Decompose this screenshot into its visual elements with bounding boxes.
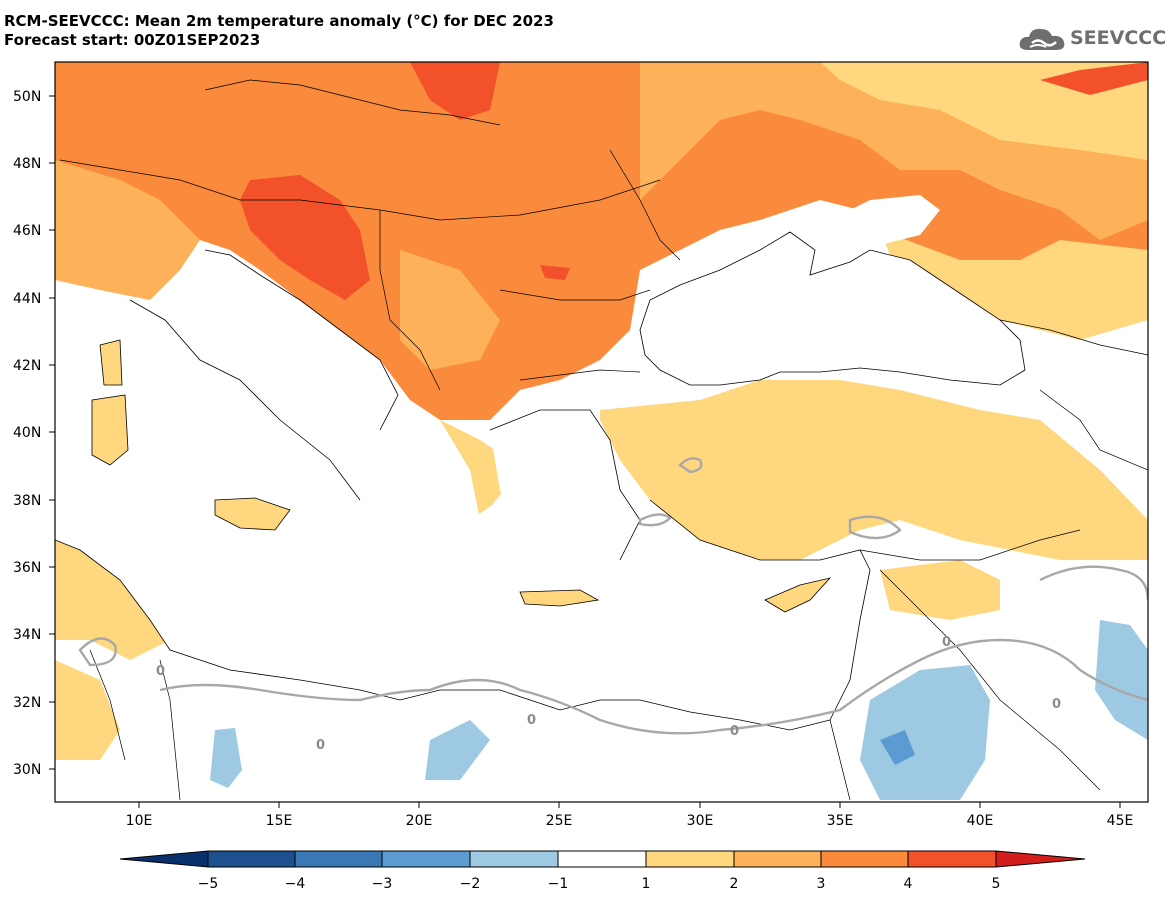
lat-label: 50N [13, 89, 41, 105]
forecast-start-label: Forecast start: 00Z01SEP2023 [4, 31, 261, 49]
sea-of-azov [830, 195, 940, 250]
anomaly-field-4to5 [240, 62, 1148, 300]
contour-label: 0 [316, 738, 325, 753]
colorbar-label: 2 [730, 876, 739, 892]
lat-label: 36N [13, 560, 41, 576]
colorbar-label: 4 [904, 876, 913, 892]
colorbar-labels: −5 −4 −3 −2 −1 1 2 3 4 5 [198, 876, 1001, 892]
coastlines [55, 231, 1026, 731]
longitude-axis: 10E 15E 20E 25E 30E 35E 40E 45E [126, 802, 1134, 829]
colorbar-label: 5 [992, 876, 1001, 892]
colorbar-segment [294, 850, 383, 868]
lon-label: 40E [967, 813, 994, 829]
colorbar-label: −5 [198, 876, 219, 892]
anomaly-field-3to4 [55, 62, 1148, 420]
colorbar [119, 850, 1086, 868]
lat-label: 32N [13, 695, 41, 711]
anomaly-field-1to2 [55, 62, 1148, 760]
latitude-axis: 30N 32N 34N 36N 38N 40N 42N 44N 46N 48N … [13, 89, 55, 778]
lat-label: 34N [13, 627, 41, 643]
corsica [100, 340, 122, 385]
colorbar-segment [907, 850, 997, 868]
colorbar-label: 1 [642, 876, 651, 892]
colorbar-segment [733, 850, 822, 868]
lon-label: 30E [687, 813, 714, 829]
lon-label: 20E [406, 813, 433, 829]
lat-label: 38N [13, 493, 41, 509]
contour-label: 0 [527, 713, 536, 728]
lat-label: 30N [13, 762, 41, 778]
colorbar-label: −4 [285, 876, 306, 892]
anomaly-field-2to3 [55, 62, 1148, 370]
cloud-icon [1019, 28, 1065, 50]
adriatic-sea [205, 250, 398, 430]
mediterranean-sea [55, 300, 870, 730]
logo-text: SEEVCCC [1070, 27, 1165, 49]
colorbar-segment [207, 850, 296, 868]
lat-label: 44N [13, 291, 41, 307]
sardinia [92, 395, 128, 465]
black-sea [640, 232, 1025, 385]
aegean-sea [490, 410, 640, 580]
map-title: RCM-SEEVCCC: Mean 2m temperature anomaly… [4, 12, 554, 30]
contour-label: 0 [942, 635, 951, 650]
seevccc-logo: SEEVCCC [1018, 24, 1165, 52]
colorbar-segment [645, 850, 735, 868]
colorbar-segment [820, 850, 909, 868]
contour-label: 0 [156, 664, 165, 679]
contour-labels: 0 0 0 0 0 0 [156, 635, 1061, 753]
crete [520, 590, 598, 606]
zero-contour [78, 457, 1148, 735]
colorbar-label: −3 [372, 876, 393, 892]
anomaly-field-neg2to3 [880, 730, 915, 765]
lon-label: 10E [126, 813, 153, 829]
colorbar-low-triangle [119, 850, 209, 868]
cyprus [765, 578, 830, 612]
sicily [215, 498, 290, 530]
lat-label: 48N [13, 156, 41, 172]
lon-ticks [138, 802, 1121, 808]
country-borders [59, 79, 1148, 801]
colorbar-label: −1 [548, 876, 569, 892]
lat-label: 40N [13, 425, 41, 441]
lon-label: 35E [827, 813, 854, 829]
lat-ticks [49, 95, 55, 770]
colorbar-label: −2 [460, 876, 481, 892]
lat-label: 46N [13, 223, 41, 239]
map-frame: 0 0 0 0 0 0 [55, 62, 1148, 802]
colorbar-segment [557, 850, 647, 868]
lon-label: 25E [546, 813, 573, 829]
lat-label: 42N [13, 358, 41, 374]
colorbar-label: 3 [817, 876, 826, 892]
contour-label: 0 [1052, 697, 1061, 712]
lon-label: 15E [266, 813, 293, 829]
colorbar-segment [469, 850, 559, 868]
colorbar-segment [381, 850, 471, 868]
lon-label: 45E [1107, 813, 1134, 829]
colorbar-high-triangle [995, 850, 1086, 868]
contour-label: 0 [730, 724, 739, 739]
